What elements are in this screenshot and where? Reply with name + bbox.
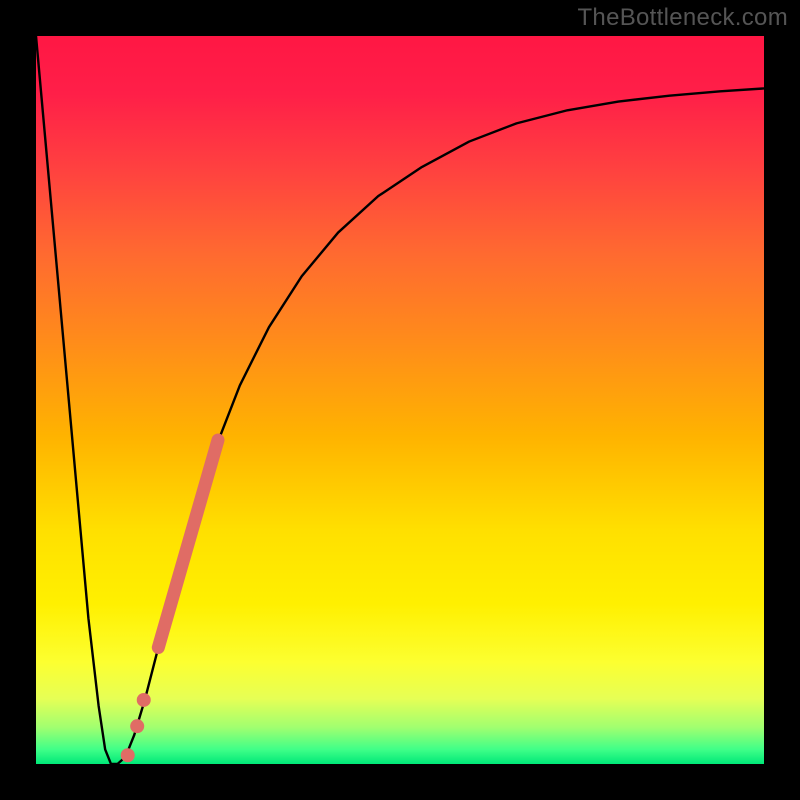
watermark-text: TheBottleneck.com xyxy=(577,4,788,32)
highlight-dot-1 xyxy=(130,719,144,733)
highlight-dot-2 xyxy=(121,748,135,762)
bottleneck-chart: TheBottleneck.com xyxy=(0,0,800,800)
highlight-dot-0 xyxy=(137,693,151,707)
chart-svg xyxy=(0,0,800,800)
